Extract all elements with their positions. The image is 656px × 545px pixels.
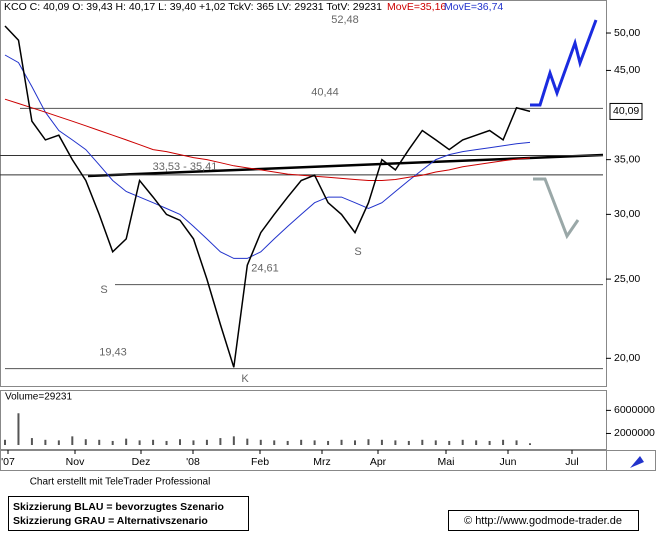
volume-bar — [286, 440, 289, 445]
volume-bar — [44, 439, 47, 445]
x-tick-label: '08 — [186, 456, 200, 468]
series-line — [4, 54, 531, 259]
volume-bar — [246, 438, 249, 445]
volume-bar — [71, 436, 74, 445]
header-quote: KCO C: 40,09 O: 39,43 H: 40,17 L: 39,40 … — [4, 1, 382, 13]
price-panel — [0, 0, 607, 387]
blue-scenario — [530, 19, 598, 107]
volume-bar — [4, 439, 6, 445]
y-tick-label: 25,00 — [614, 273, 640, 285]
level-label: 24,61 — [251, 263, 279, 275]
level-label: 19,43 — [99, 346, 127, 358]
volume-bar — [488, 440, 491, 445]
header-ma-blue: MovE=36,74 — [444, 1, 503, 13]
volume-bar — [179, 439, 181, 445]
y-tick-label: 35,00 — [614, 153, 640, 165]
volume-bar — [84, 439, 87, 445]
source-box — [448, 510, 639, 531]
volume-bar — [448, 440, 451, 445]
level-label: 52,48 — [331, 14, 359, 26]
legend-note: Skizzierung BLAU = bevorzugtes Szenario — [13, 501, 224, 513]
y-tick-label: 20,00 — [614, 352, 640, 364]
series-line — [4, 25, 531, 368]
volume-bar — [232, 436, 235, 445]
volume-bar — [152, 439, 155, 445]
x-tick-label: Dez — [132, 456, 151, 468]
point-label: S — [100, 284, 107, 296]
volume-tick-label: 2000000 — [614, 427, 655, 439]
volume-bar — [219, 438, 222, 445]
zone-label: 33,53 - 35,41 — [153, 161, 218, 173]
legend-box — [8, 496, 249, 531]
volume-bar — [340, 439, 343, 445]
x-tick-label: Jun — [500, 456, 517, 468]
level-label: 40,44 — [311, 86, 339, 98]
gray-scenario — [533, 177, 580, 240]
volume-bar — [407, 440, 410, 445]
volume-bar — [125, 438, 128, 445]
x-tick-label: '07 — [1, 456, 15, 468]
volume-bar — [367, 439, 370, 445]
volume-bar — [461, 439, 464, 445]
volume-bar — [138, 440, 141, 445]
x-tick-label: Jul — [565, 456, 578, 468]
volume-bar — [354, 440, 356, 445]
point-label: S — [354, 246, 361, 258]
volume-bar — [421, 439, 424, 445]
last-price-label: 40,09 — [613, 105, 639, 117]
source: © http://www.godmode-trader.de — [464, 515, 622, 527]
y-tick-label: 50,00 — [614, 27, 640, 39]
volume-bar — [515, 440, 518, 445]
volume-bar — [259, 439, 262, 445]
header-ma-red: MovE=35,16 — [387, 1, 446, 13]
volume-bar — [434, 440, 437, 445]
volume-bar — [475, 440, 478, 445]
volume-panel — [0, 390, 607, 450]
volume-bar — [17, 413, 20, 445]
volume-tick-label: 6000000 — [614, 404, 655, 416]
volume-bar — [502, 439, 505, 445]
volume-bar — [57, 440, 60, 445]
y-tick-label: 45,00 — [614, 64, 640, 76]
volume-bar — [529, 443, 531, 445]
corner-icon — [630, 456, 644, 468]
x-tick-label: Apr — [370, 456, 387, 468]
volume-label: Volume=29231 — [5, 392, 72, 403]
point-label: K — [241, 373, 249, 385]
volume-bar — [165, 440, 168, 445]
credit: Chart erstellt mit TeleTrader Profession… — [30, 477, 211, 488]
y-tick-label: 30,00 — [614, 208, 640, 220]
volume-bar — [380, 439, 383, 445]
volume-bar — [30, 438, 33, 445]
volume-bar — [111, 440, 114, 445]
volume-bar — [273, 440, 276, 445]
volume-bar — [192, 440, 195, 445]
x-tick-label: Nov — [66, 456, 85, 468]
volume-bar — [300, 439, 303, 445]
volume-bar — [327, 440, 330, 445]
trendline — [87, 153, 604, 178]
volume-bar — [98, 439, 101, 445]
volume-bar — [205, 439, 208, 445]
volume-bar — [313, 440, 316, 445]
series-line — [4, 98, 531, 181]
legend-note: Skizzierung GRAU = Alternativszenario — [13, 515, 208, 527]
x-tick-label: Mai — [438, 456, 455, 468]
volume-bar — [394, 440, 397, 445]
x-tick-label: Feb — [251, 456, 269, 468]
x-tick-label: Mrz — [313, 456, 331, 468]
last-price-box — [609, 102, 643, 120]
